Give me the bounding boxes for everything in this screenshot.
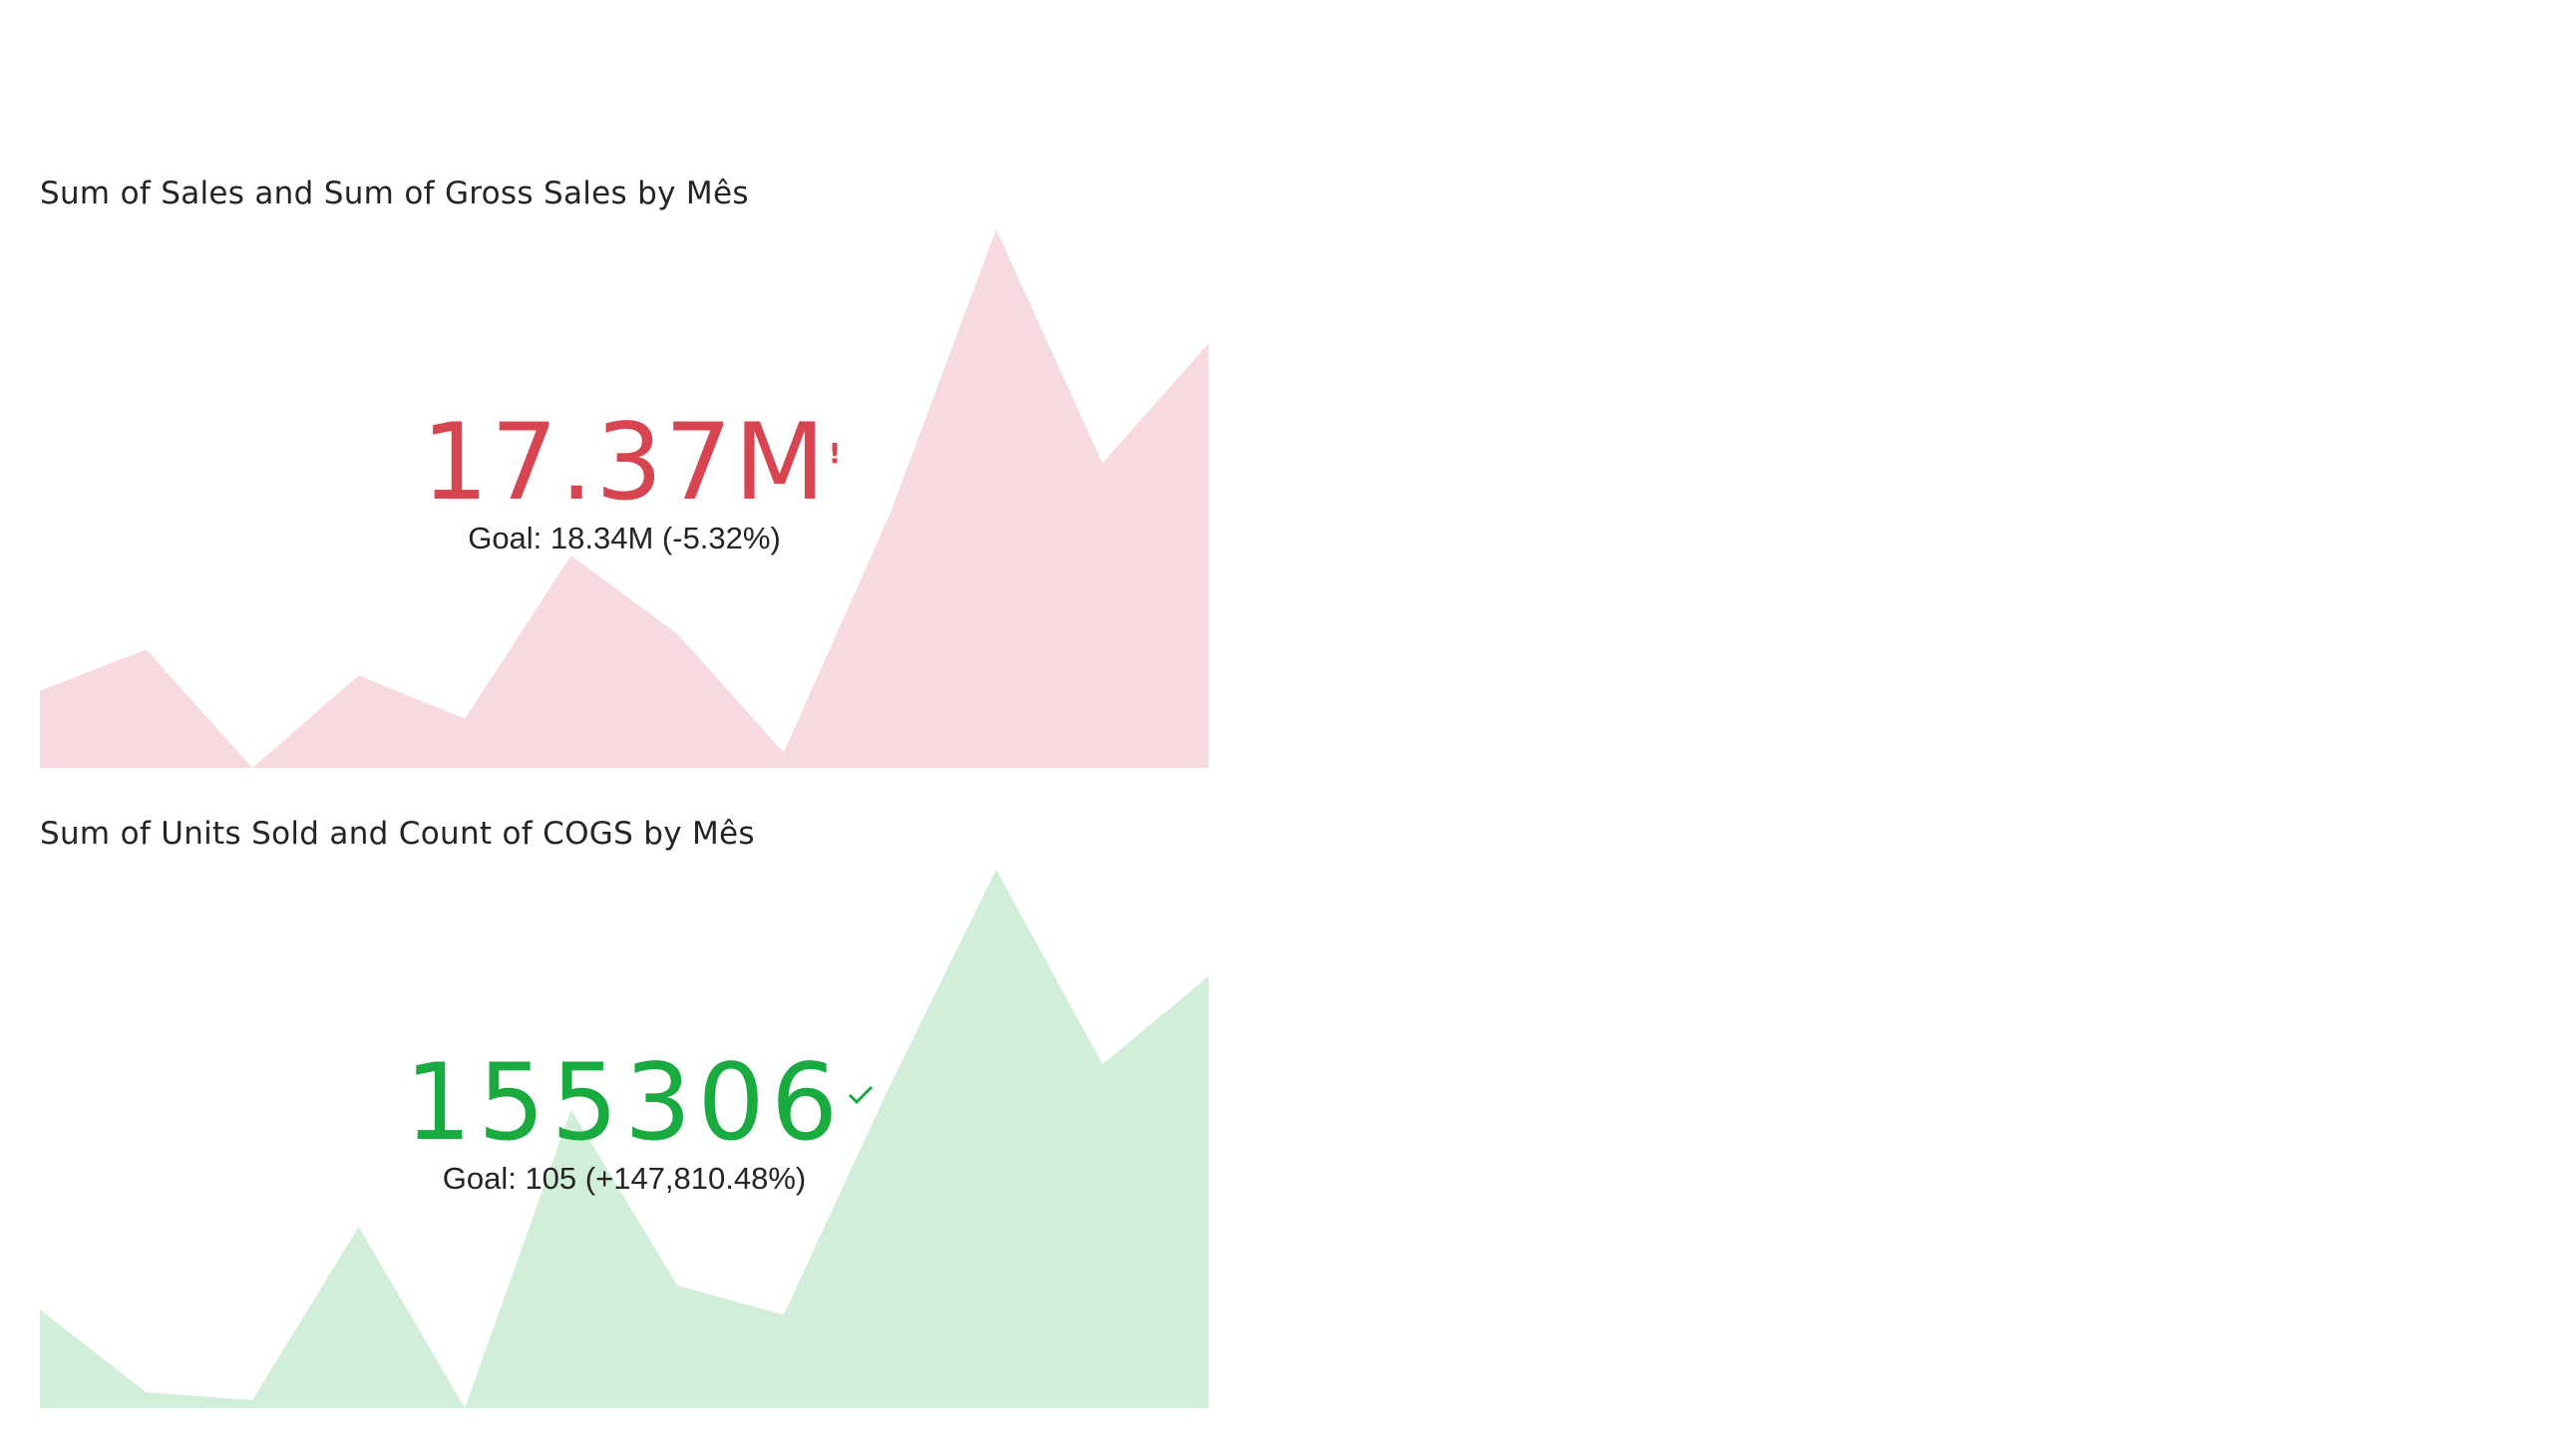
sales-kpi-visual[interactable]: Sum of Sales and Sum of Gross Sales by M…	[40, 170, 1209, 768]
exclamation-icon: !	[828, 437, 842, 470]
sales-kpi-title: Sum of Sales and Sum of Gross Sales by M…	[40, 176, 749, 211]
sales-kpi-callout: 17.37M ! Goal: 18.34M (-5.32%)	[40, 407, 1209, 556]
units-kpi-value: 155306	[404, 1041, 845, 1164]
units-kpi-title: Sum of Units Sold and Count of COGS by M…	[40, 816, 755, 852]
units-kpi-goal: Goal: 105 (+147,810.48%)	[442, 1161, 807, 1196]
sales-kpi-value: 17.37M	[421, 401, 828, 524]
sales-trend-area-chart	[40, 229, 1209, 768]
units-kpi-visual[interactable]: Sum of Units Sold and Count of COGS by M…	[40, 810, 1209, 1408]
check-icon	[848, 1085, 874, 1109]
units-kpi-callout: 155306 Goal: 105 (+147,810.48%)	[40, 1047, 1209, 1197]
trend-area-series	[40, 229, 1209, 768]
trend-area-series	[40, 870, 1209, 1408]
sales-kpi-goal: Goal: 18.34M (-5.32%)	[468, 521, 781, 555]
units-trend-area-chart	[40, 870, 1209, 1408]
